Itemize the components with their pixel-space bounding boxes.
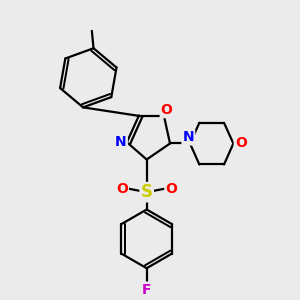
Text: O: O [116, 182, 128, 196]
Text: F: F [142, 283, 152, 296]
Text: N: N [182, 130, 194, 145]
Text: O: O [161, 103, 172, 117]
Text: O: O [235, 136, 247, 151]
Text: S: S [141, 183, 153, 201]
Text: O: O [165, 182, 177, 196]
Text: N: N [115, 135, 127, 149]
